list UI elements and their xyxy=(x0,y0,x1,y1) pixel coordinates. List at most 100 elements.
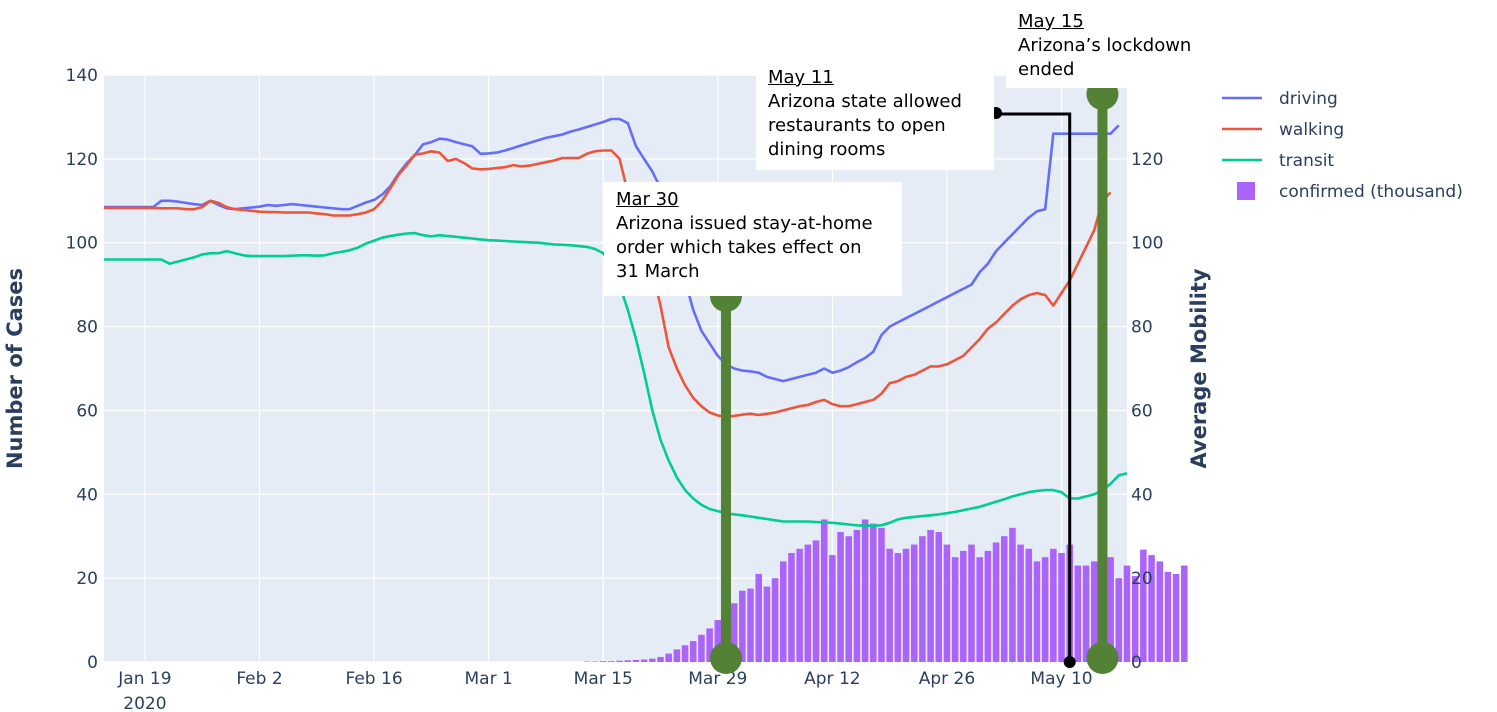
y-right-tick-label: 20 xyxy=(1131,569,1153,589)
confirmed-bar xyxy=(730,603,738,662)
confirmed-bar xyxy=(665,653,672,662)
confirmed-bar xyxy=(845,536,853,662)
legend-label: driving xyxy=(1279,89,1338,109)
confirmed-bar xyxy=(779,561,787,662)
confirmed-bar xyxy=(902,548,910,662)
confirmed-bar xyxy=(1156,561,1164,662)
confirmed-bar xyxy=(657,656,664,662)
confirmed-bar xyxy=(968,544,975,662)
y-right-tick-label: 0 xyxy=(1131,653,1142,673)
confirmed-bar xyxy=(771,578,779,662)
confirmed-bar xyxy=(870,523,877,662)
confirmed-bar xyxy=(698,634,705,662)
confirmed-bar xyxy=(681,645,689,662)
legend-label: confirmed (thousand) xyxy=(1279,182,1463,202)
confirmed-bar xyxy=(714,620,722,662)
annotation-date: Mar 30 xyxy=(616,189,679,210)
confirmed-bar xyxy=(837,532,844,662)
y-left-tick-label: 20 xyxy=(76,569,98,589)
confirmed-bar xyxy=(1115,578,1123,662)
annotation-text: Arizona’s lockdown ended xyxy=(1018,35,1192,80)
annotation-may11: May 11 Arizona state allowed restaurants… xyxy=(756,60,994,170)
confirmed-bar xyxy=(1090,561,1098,662)
annotation-dot xyxy=(709,642,742,674)
y-left-tick-label: 0 xyxy=(87,653,98,673)
confirmed-bar xyxy=(984,550,992,662)
confirmed-bar xyxy=(853,529,861,662)
confirmed-bar xyxy=(640,659,648,662)
annotation-dot xyxy=(1063,656,1076,668)
confirmed-bar xyxy=(673,649,681,662)
x-tick-label: Feb 16 xyxy=(346,669,403,689)
confirmed-bar xyxy=(599,661,607,662)
y-right-axis-title: Average Mobility xyxy=(1187,268,1211,469)
confirmed-bar xyxy=(943,544,951,662)
confirmed-bar xyxy=(919,536,926,662)
x-ticks: Jan 19 2020 Feb 2 Feb 16 Mar 1 Mar 15 Mar 29 Ap… xyxy=(117,669,1092,712)
confirmed-bar xyxy=(861,519,869,662)
series-line-walking xyxy=(104,149,1112,419)
confirmed-bar xyxy=(910,544,918,662)
y-left-tick-label: 80 xyxy=(76,318,98,338)
grid-lines xyxy=(104,74,1127,663)
confirmed-bar xyxy=(812,540,820,662)
confirmed-bar xyxy=(960,550,967,662)
confirmed-bar xyxy=(689,641,697,662)
y-right-tick-label: 60 xyxy=(1131,401,1153,421)
legend: driving walking transit confirmed (thousand… xyxy=(1222,89,1463,202)
y-right-tick-label: 80 xyxy=(1131,318,1153,338)
y-left-ticks: 0 20 40 60 80 100 120 140 xyxy=(66,66,98,673)
confirmed-bar xyxy=(804,544,812,662)
confirmed-bar xyxy=(951,557,959,662)
y-left-tick-label: 60 xyxy=(76,401,98,421)
confirmed-bar xyxy=(927,529,934,662)
x-tick-label: Feb 2 xyxy=(236,669,282,689)
y-right-tick-label: 120 xyxy=(1131,150,1163,170)
confirmed-bar xyxy=(935,532,943,662)
confirmed-bar xyxy=(1017,544,1024,662)
y-left-tick-label: 120 xyxy=(66,150,98,170)
confirmed-bar xyxy=(1107,557,1114,662)
series-line-driving xyxy=(104,117,1120,383)
confirmed-bar xyxy=(1058,552,1065,662)
confirmed-bar xyxy=(608,661,615,662)
confirmed-bar xyxy=(1033,561,1041,662)
x-tick-label: Jan 19 xyxy=(117,669,171,689)
confirmed-bar xyxy=(1131,576,1139,662)
confirmed-bar xyxy=(1041,557,1049,662)
confirmed-bar xyxy=(976,557,983,662)
annotation-date: May 15 xyxy=(1018,11,1084,32)
annotation-mar30: Mar 30 Arizona issued stay-at-home order… xyxy=(604,182,902,296)
confirmed-bar xyxy=(747,588,754,662)
confirmed-bar xyxy=(649,658,656,662)
confirmed-bar xyxy=(1164,571,1172,662)
legend-label: transit xyxy=(1279,151,1334,171)
confirmed-bar xyxy=(616,660,623,662)
confirmed-bar xyxy=(1009,527,1016,662)
x-tick-label: May 10 xyxy=(1030,669,1092,689)
confirmed-bar xyxy=(739,590,746,662)
confirmed-bar xyxy=(894,552,902,662)
confirmed-bar xyxy=(1148,555,1155,662)
confirmed-bar xyxy=(763,586,771,662)
y-left-tick-label: 40 xyxy=(76,485,98,505)
confirmed-bar xyxy=(1050,548,1057,662)
x-tick-label: Mar 15 xyxy=(574,669,633,689)
confirmed-bar xyxy=(1123,565,1131,662)
confirmed-bar xyxy=(1000,536,1008,662)
confirmed-bar xyxy=(632,659,640,662)
x-tick-label: Apr 26 xyxy=(919,669,975,689)
confirmed-bar xyxy=(1181,565,1188,662)
x-tick-label: Mar 29 xyxy=(688,669,747,689)
x-tick-label: Mar 1 xyxy=(464,669,512,689)
annotation-connector xyxy=(996,112,1072,662)
confirmed-bar xyxy=(829,555,836,662)
confirmed-bar xyxy=(796,548,803,662)
annotation-may15: May 15 Arizona’s lockdown ended xyxy=(1006,4,1212,88)
y-left-tick-label: 100 xyxy=(66,234,98,254)
confirmed-bar xyxy=(1082,565,1090,662)
x-tick-year: 2020 xyxy=(123,694,166,712)
legend-label: walking xyxy=(1279,120,1344,140)
y-right-tick-label: 100 xyxy=(1131,234,1163,254)
